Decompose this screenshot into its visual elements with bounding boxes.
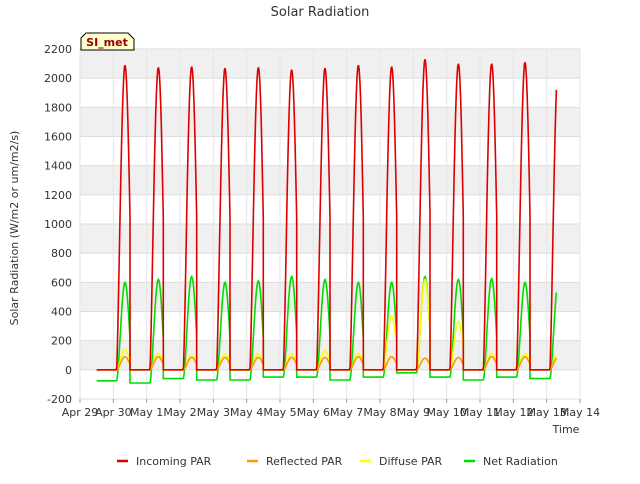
x-tick-label: May 4 — [230, 406, 263, 419]
legend-label: Reflected PAR — [266, 455, 343, 468]
y-tick-label: 200 — [51, 335, 72, 348]
station-label-box — [80, 32, 135, 51]
y-tick-label: 2000 — [44, 72, 72, 85]
x-tick-label: May 7 — [330, 406, 363, 419]
y-tick-label: 1200 — [44, 189, 72, 202]
y-axis-label: Solar Radiation (W/m2 or um/m2/s) — [8, 131, 21, 326]
x-tick-label: May 12 — [493, 406, 533, 419]
x-tick-label: May 2 — [163, 406, 196, 419]
y-tick-label: 1600 — [44, 131, 72, 144]
x-tick-label: May 13 — [527, 406, 567, 419]
y-tick-label: 1400 — [44, 160, 72, 173]
y-tick-label: 1000 — [44, 218, 72, 231]
y-tick-label: 1800 — [44, 101, 72, 114]
legend-item: Diffuse PAR — [360, 455, 443, 468]
annotation-layer: SI_met — [80, 32, 135, 51]
legend-label: Net Radiation — [483, 455, 558, 468]
y-tick-label: 600 — [51, 276, 72, 289]
chart-title: Solar Radiation — [271, 5, 370, 20]
y-tick-label: -200 — [47, 393, 72, 406]
x-tick-label: May 6 — [297, 406, 330, 419]
legend-item: Reflected PAR — [247, 455, 343, 468]
x-tick-label: Apr 30 — [95, 406, 132, 419]
legend-item: Net Radiation — [464, 455, 558, 468]
series-line-incoming-par — [96, 59, 558, 371]
y-tick-label: 2200 — [44, 43, 72, 56]
legend: Incoming PAR Reflected PAR Diffuse PAR Net … — [117, 455, 558, 468]
grid-band — [80, 107, 580, 137]
y-tick-label: 400 — [51, 306, 72, 319]
x-tick-label: May 9 — [397, 406, 430, 419]
grid-band — [80, 49, 580, 79]
x-tick-label: May 5 — [263, 406, 296, 419]
x-tick-label: May 8 — [363, 406, 396, 419]
y-tick-label: 800 — [51, 247, 72, 260]
legend-label: Incoming PAR — [136, 455, 212, 468]
x-tick-label: May 10 — [427, 406, 467, 419]
x-tick-label: May 14 — [560, 406, 600, 419]
legend-item: Incoming PAR — [117, 455, 212, 468]
x-tick-label: May 11 — [460, 406, 500, 419]
x-tick-label: Apr 29 — [62, 406, 99, 419]
x-tick-label: May 1 — [130, 406, 163, 419]
y-tick-label: 0 — [65, 364, 72, 377]
legend-label: Diffuse PAR — [379, 455, 443, 468]
station-label: SI_met — [86, 36, 128, 49]
series-layer — [96, 59, 558, 384]
series-line-net-radiation — [96, 275, 558, 384]
x-axis-label: Time — [552, 423, 580, 436]
x-tick-label: May 3 — [197, 406, 230, 419]
y-axis-ticks: -200 0 200 400 600 800 1000 1200 1400 1600 1800 200… — [44, 43, 72, 406]
